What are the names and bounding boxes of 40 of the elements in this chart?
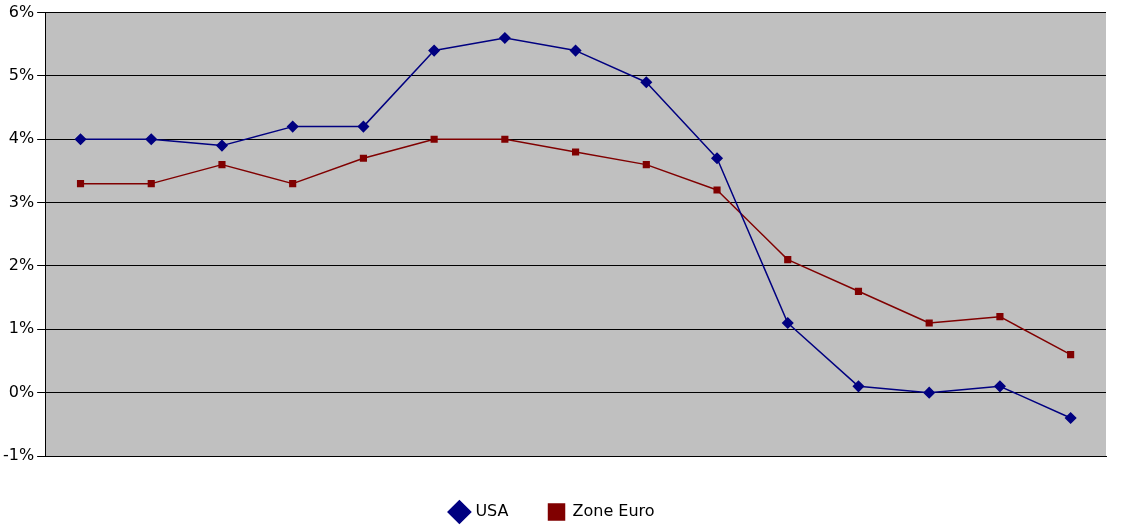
point <box>784 256 792 264</box>
point <box>76 180 85 188</box>
point <box>994 380 1006 393</box>
point <box>430 135 438 143</box>
legend-label: USA <box>475 501 509 521</box>
point <box>642 161 650 169</box>
point <box>74 133 87 146</box>
point <box>1064 412 1077 424</box>
point <box>854 287 863 295</box>
point <box>572 148 580 156</box>
point <box>923 386 935 399</box>
y-tick-label: 3% <box>8 191 35 211</box>
point <box>428 44 440 57</box>
point <box>640 76 653 89</box>
y-tick-label: 5% <box>8 65 35 85</box>
point <box>218 161 226 169</box>
point <box>357 120 370 133</box>
point <box>216 139 228 152</box>
point <box>147 180 155 188</box>
y-tick-label: -1% <box>3 445 35 465</box>
y-tick-label: 6% <box>8 1 35 21</box>
y-tick-label: 1% <box>8 318 35 338</box>
point <box>289 180 297 188</box>
point <box>711 152 723 165</box>
point <box>499 32 511 44</box>
point <box>996 313 1004 321</box>
point <box>145 133 157 146</box>
legend-label: Zone Euro <box>572 501 655 521</box>
point <box>925 319 933 327</box>
y-tick-label: 2% <box>8 255 35 275</box>
point <box>286 120 299 133</box>
point <box>782 317 794 329</box>
point <box>569 44 582 57</box>
point <box>1067 351 1075 359</box>
y-tick-label: 4% <box>8 128 35 148</box>
point <box>359 154 367 162</box>
point <box>852 380 865 393</box>
point <box>713 186 721 194</box>
y-tick-label: 0% <box>8 381 35 401</box>
point <box>501 135 509 143</box>
